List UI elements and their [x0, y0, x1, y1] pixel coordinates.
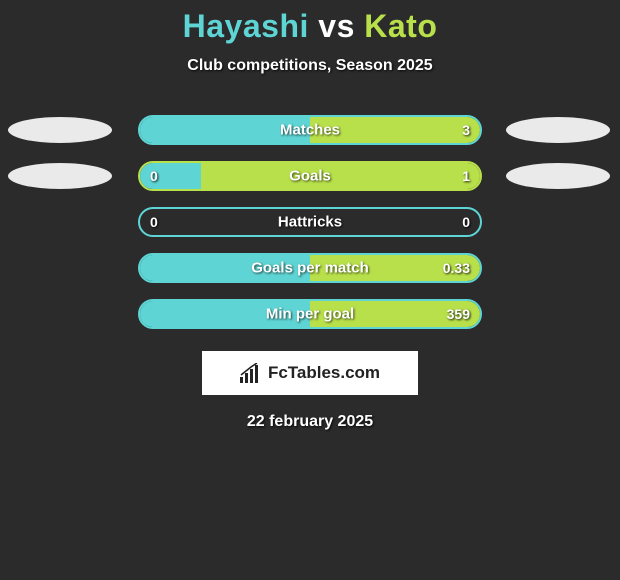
stat-row: Goals per match 0.33: [0, 253, 620, 283]
stat-value-player1: 0: [150, 168, 158, 184]
stat-bar: Min per goal 359: [138, 299, 482, 329]
stat-bar: 0 Hattricks 0: [138, 207, 482, 237]
stat-label: Matches: [280, 122, 340, 139]
stat-value-player2: 3: [462, 122, 470, 138]
brand-text: FcTables.com: [268, 363, 380, 383]
brand-box[interactable]: FcTables.com: [202, 351, 418, 395]
title-player1: Hayashi: [183, 8, 309, 44]
player2-badge: [506, 163, 610, 189]
stat-row: 0 Hattricks 0: [0, 207, 620, 237]
page-title: Hayashi vs Kato: [0, 8, 620, 45]
player1-badge: [8, 117, 112, 143]
stat-row: 0 Goals 1: [0, 161, 620, 191]
stat-row: Min per goal 359: [0, 299, 620, 329]
stat-value-player1: 0: [150, 214, 158, 230]
date-text: 22 february 2025: [0, 413, 620, 431]
title-player2: Kato: [364, 8, 437, 44]
bar-fill-player2: [201, 163, 480, 189]
stat-label: Min per goal: [266, 306, 354, 323]
stat-value-player2: 0.33: [443, 260, 470, 276]
stat-value-player2: 359: [447, 306, 470, 322]
stat-label: Goals: [289, 168, 331, 185]
stat-value-player2: 0: [462, 214, 470, 230]
title-vs: vs: [318, 8, 355, 44]
stat-bar: Goals per match 0.33: [138, 253, 482, 283]
stat-label: Goals per match: [251, 260, 369, 277]
stat-bar: Matches 3: [138, 115, 482, 145]
subtitle: Club competitions, Season 2025: [0, 57, 620, 75]
stat-row: Matches 3: [0, 115, 620, 145]
player2-badge: [506, 117, 610, 143]
player1-badge: [8, 163, 112, 189]
stat-bar: 0 Goals 1: [138, 161, 482, 191]
brand-chart-icon: [240, 363, 262, 383]
stat-value-player2: 1: [462, 168, 470, 184]
comparison-widget: Hayashi vs Kato Club competitions, Seaso…: [0, 0, 620, 431]
stat-rows: Matches 3 0 Goals 1 0 Hattricks 0 Goals per matc…: [0, 115, 620, 329]
stat-label: Hattricks: [278, 214, 342, 231]
